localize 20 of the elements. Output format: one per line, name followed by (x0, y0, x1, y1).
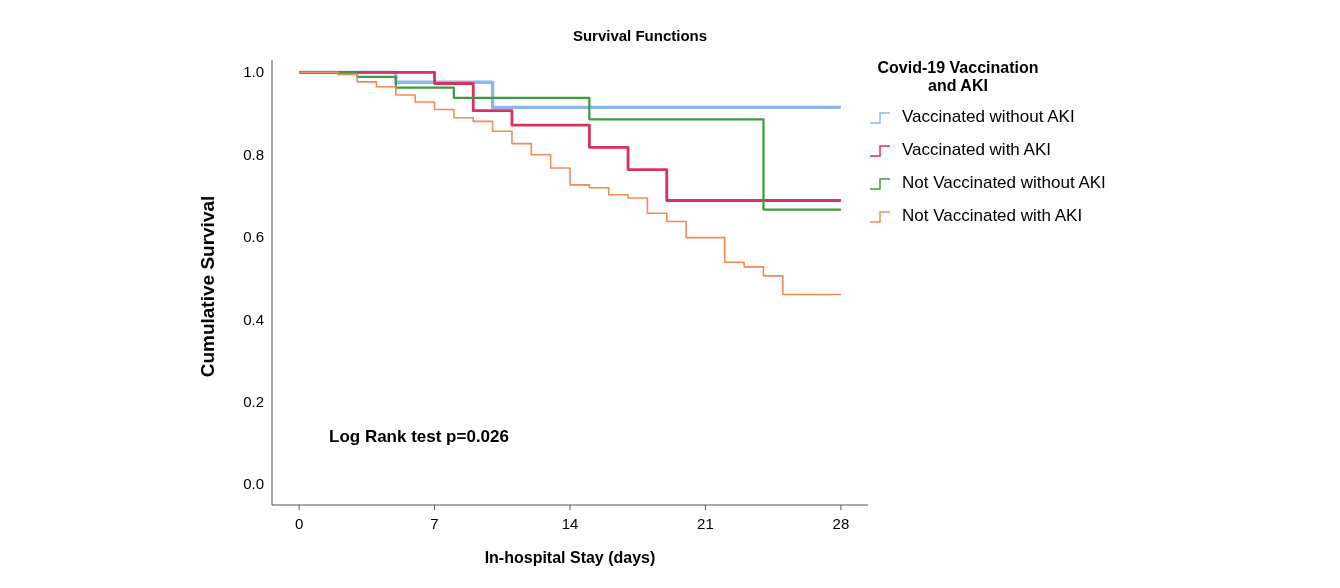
x-tick-label: 0 (294, 515, 304, 532)
y-tick-label: 0.2 (243, 392, 264, 410)
annotation: Log Rank test p=0.026 (329, 427, 509, 446)
x-tick-label: 21 (697, 515, 714, 532)
chart-title: Survival Functions (572, 27, 708, 44)
legend-label: Vaccinated with AKI (902, 140, 1051, 159)
legend-label: Vaccinated without AKI (902, 107, 1075, 126)
x-tick-label: 28 (832, 515, 850, 532)
legend-label: Not Vaccinated with AKI (902, 206, 1083, 225)
legend-title: Covid-19 Vaccination and AKI (877, 59, 1039, 94)
y-tick-label: 1.0 (243, 63, 264, 81)
x-tick-label: 14 (561, 515, 579, 532)
y-tick-label: 0.6 (243, 228, 264, 246)
x-axis-title: In-hospital Stay (days) (484, 549, 656, 566)
y-tick-label: 0.4 (243, 310, 264, 328)
y-tick-label: 0.8 (243, 145, 264, 163)
legend-label: Not Vaccinated without AKI (902, 173, 1106, 192)
y-axis-title: Cumulative Survival (197, 195, 218, 378)
y-tick-label: 0.0 (243, 475, 264, 493)
x-tick-label: 7 (430, 515, 439, 532)
